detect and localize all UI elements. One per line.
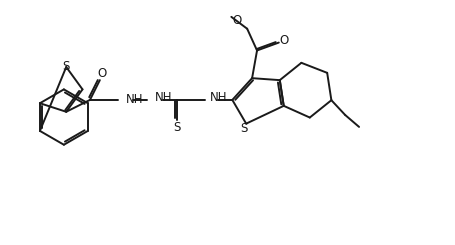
Text: NH: NH bbox=[126, 93, 143, 106]
Text: S: S bbox=[62, 61, 70, 74]
Text: S: S bbox=[173, 121, 181, 134]
Text: NH: NH bbox=[155, 91, 173, 104]
Text: O: O bbox=[232, 14, 241, 27]
Text: S: S bbox=[241, 122, 248, 135]
Text: O: O bbox=[279, 34, 288, 47]
Text: O: O bbox=[97, 67, 106, 80]
Text: NH: NH bbox=[210, 91, 227, 104]
